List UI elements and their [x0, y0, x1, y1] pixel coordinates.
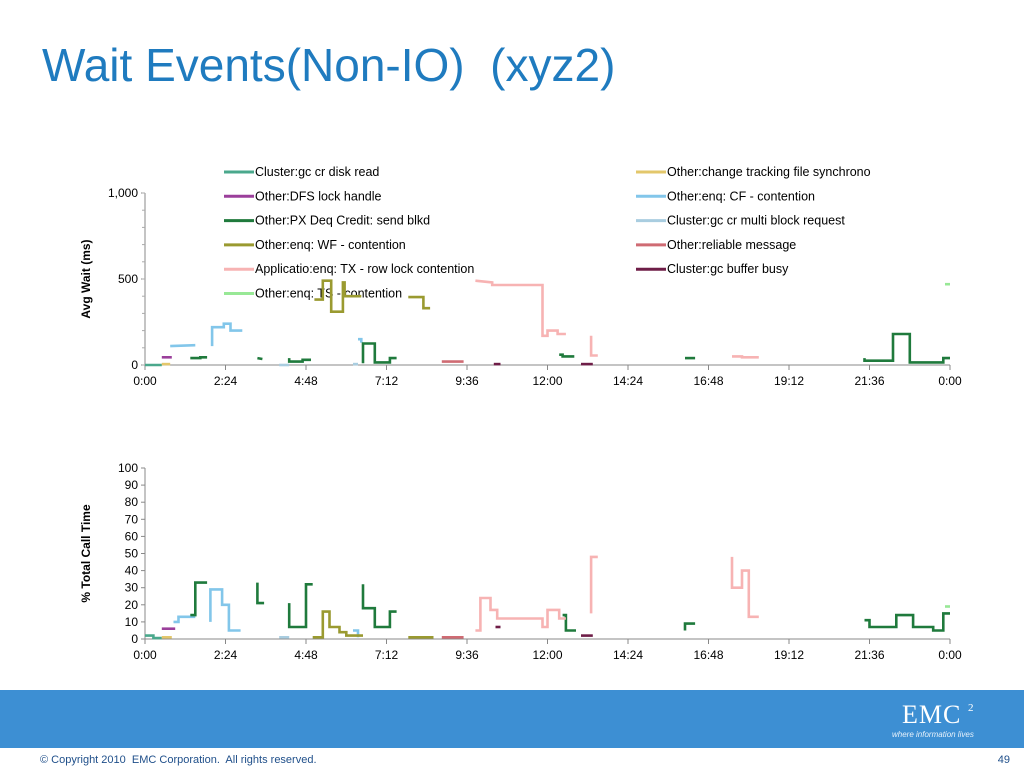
series-line	[314, 279, 362, 314]
series-line	[358, 337, 363, 343]
y-tick-label: 40	[125, 564, 139, 578]
series-line	[287, 358, 311, 363]
x-tick-label: 2:24	[214, 374, 238, 388]
series-line	[730, 556, 759, 619]
x-tick-label: 0:00	[938, 648, 962, 662]
series-line	[287, 582, 313, 629]
x-tick-label: 2:24	[214, 648, 238, 662]
charts-canvas: Cluster:gc cr disk read Other:change trac…	[79, 165, 962, 662]
series-line	[256, 582, 265, 605]
x-tick-label: 0:00	[133, 648, 157, 662]
x-tick-label: 14:24	[613, 374, 643, 388]
x-tick-label: 0:00	[133, 374, 157, 388]
series-line	[190, 581, 208, 617]
series-line	[257, 356, 263, 361]
series-line	[361, 342, 397, 364]
legend-label: Other:change tracking file synchrono	[667, 165, 871, 179]
x-tick-label: 7:12	[375, 374, 399, 388]
y-tick-label: 100	[118, 461, 138, 475]
page-number: 49	[997, 754, 1010, 766]
series-line	[312, 610, 363, 639]
x-tick-label: 19:12	[774, 648, 804, 662]
series-line	[562, 613, 576, 632]
legend-label: Other:DFS lock handle	[255, 189, 381, 203]
legend-label: Other:enq: TS - contention	[255, 287, 402, 301]
x-tick-label: 0:00	[938, 374, 962, 388]
copyright-notice: © Copyright 2010 EMC Corporation. All ri…	[40, 754, 317, 766]
x-tick-label: 16:48	[693, 648, 723, 662]
series-line	[190, 355, 208, 360]
x-tick-label: 9:36	[455, 648, 479, 662]
series-line	[173, 615, 196, 624]
emc-logo-superscript: 2	[968, 702, 974, 714]
y-tick-label: 90	[125, 478, 139, 492]
y-tick-label: 500	[118, 272, 138, 286]
x-tick-label: 19:12	[774, 374, 804, 388]
y-tick-label: 30	[125, 581, 139, 595]
legend-label: Cluster:gc cr disk read	[255, 165, 379, 179]
series-line	[589, 335, 598, 357]
y-tick-label: 1,000	[108, 186, 138, 200]
emc-logo: EMC 2 where information lives	[888, 700, 980, 739]
x-tick-label: 12:00	[532, 374, 562, 388]
x-tick-label: 14:24	[613, 648, 643, 662]
series-line	[209, 588, 241, 632]
x-tick-label: 4:48	[294, 374, 318, 388]
series-line	[589, 555, 598, 614]
x-tick-label: 4:48	[294, 648, 318, 662]
series-line	[732, 355, 759, 359]
x-tick-label: 12:00	[532, 648, 562, 662]
series-line	[170, 343, 196, 348]
y-tick-label: 80	[125, 495, 139, 509]
avg-wait-chart: 0 500 1,000 0:00 2:24 4:48 7:12 9:36 12:00 14:24 1…	[79, 186, 962, 388]
x-tick-label: 16:48	[693, 374, 723, 388]
slide-title: Wait Events(Non-IO) (xyz2)	[42, 39, 616, 91]
y-axis-title: Avg Wait (ms)	[79, 239, 93, 318]
call-time-chart: 0 10 20 30 40 50 60 70 80 90 100 0:00 2:24 4:48 7:12 9:…	[79, 461, 962, 662]
y-axis-title: % Total Call Time	[79, 504, 93, 603]
y-tick-label: 10	[125, 615, 139, 629]
x-tick-label: 9:36	[455, 374, 479, 388]
legend-label: Applicatio:enq: TX - row lock contention	[255, 262, 474, 276]
series-line	[210, 322, 243, 347]
y-tick-label: 50	[125, 547, 139, 561]
y-tick-label: 60	[125, 529, 139, 543]
y-tick-label: 20	[125, 598, 139, 612]
series-line	[145, 634, 162, 640]
legend-label: Other:enq: CF - contention	[667, 189, 815, 203]
x-tick-label: 21:36	[854, 648, 884, 662]
series-line	[863, 332, 950, 364]
series-line	[475, 279, 566, 338]
legend-label: Cluster:gc cr multi block request	[667, 214, 845, 228]
legend-label: Other:reliable message	[667, 238, 796, 252]
legend-label: Other:enq: WF - contention	[255, 238, 406, 252]
y-tick-label: 0	[131, 358, 138, 372]
y-tick-label: 0	[131, 632, 138, 646]
emc-tagline: where information lives	[892, 730, 974, 739]
series-line	[475, 596, 566, 632]
x-tick-label: 21:36	[854, 374, 884, 388]
legend-label: Other:PX Deq Credit: send blkd	[255, 214, 430, 228]
chart-legend: Cluster:gc cr disk read Other:change trac…	[224, 165, 871, 301]
emc-logo-text: EMC	[902, 700, 962, 729]
footer-bar: EMC 2 where information lives	[0, 690, 1024, 748]
series-line	[408, 295, 431, 310]
y-tick-label: 70	[125, 512, 139, 526]
series-line	[683, 622, 696, 631]
series-line	[864, 612, 950, 632]
legend-label: Cluster:gc buffer busy	[667, 262, 789, 276]
series-line	[361, 584, 397, 629]
x-tick-label: 7:12	[375, 648, 399, 662]
series-line	[559, 353, 575, 358]
